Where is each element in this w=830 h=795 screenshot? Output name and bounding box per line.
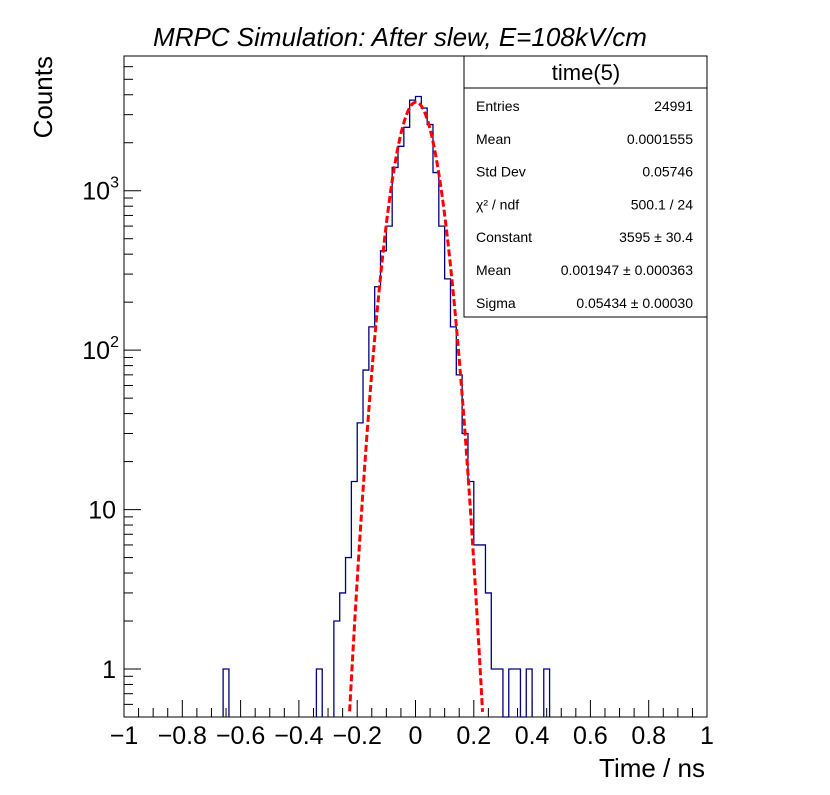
x-tick-label: 0.6 bbox=[573, 722, 608, 750]
y-axis-title: Counts bbox=[28, 56, 58, 138]
stats-box-frame bbox=[463, 55, 708, 318]
stats-box: time(5) Entries 24991 Mean 0.0001555 Std Dev… bbox=[463, 55, 708, 318]
stats-row-value: 0.001947 ± 0.000363 bbox=[561, 262, 693, 278]
stats-row-label: χ² / ndf bbox=[476, 196, 519, 212]
x-tick-label: −1 bbox=[110, 722, 139, 750]
x-tick-label: 0 bbox=[409, 722, 423, 750]
stats-box-title: time(5) bbox=[552, 60, 620, 85]
x-axis-title: Time / ns bbox=[599, 753, 705, 783]
x-tick-label: 0.8 bbox=[631, 722, 666, 750]
x-tick-label: −0.8 bbox=[158, 722, 207, 750]
x-tick-label: −0.6 bbox=[216, 722, 265, 750]
stats-row-value: 0.05434 ± 0.00030 bbox=[576, 295, 693, 311]
stats-row-label: Sigma bbox=[476, 295, 516, 311]
gaussian-fit-curve bbox=[348, 100, 485, 712]
stats-box-rows: Entries 24991 Mean 0.0001555 Std Dev 0.05746 χ… bbox=[476, 98, 693, 311]
y-tick-exponent: 2 bbox=[110, 334, 119, 351]
stats-row-value: 500.1 / 24 bbox=[631, 196, 693, 212]
stats-row-value: 24991 bbox=[654, 98, 693, 114]
histogram-series bbox=[222, 95, 551, 718]
x-tick-label: −0.4 bbox=[274, 722, 323, 750]
stats-row-value: 3595 ± 30.4 bbox=[619, 229, 693, 245]
stats-row-label: Entries bbox=[476, 98, 520, 114]
y-tick-label: 10 bbox=[82, 337, 110, 365]
chart-title: MRPC Simulation: After slew, E=108kV/cm bbox=[153, 22, 647, 52]
y-tick-label: 1 bbox=[102, 656, 116, 684]
x-tick-label: 1 bbox=[700, 722, 714, 750]
stats-row-label: Mean bbox=[476, 262, 511, 278]
x-axis-ticks: −1 −0.8 −0.6 −0.4 −0.2 0 0.2 0.4 0.6 0.8 1 bbox=[110, 700, 714, 750]
stats-row-label: Mean bbox=[476, 131, 511, 147]
stats-row-label: Constant bbox=[476, 229, 532, 245]
x-tick-label: 0.4 bbox=[515, 722, 550, 750]
stats-row-value: 0.0001555 bbox=[627, 131, 693, 147]
y-tick-label: 10 bbox=[82, 178, 110, 206]
y-tick-exponent: 3 bbox=[110, 175, 119, 192]
stats-row-value: 0.05746 bbox=[642, 164, 693, 180]
y-tick-label: 10 bbox=[88, 497, 116, 525]
x-tick-label: 0.2 bbox=[456, 722, 491, 750]
stats-row-label: Std Dev bbox=[476, 164, 526, 180]
x-tick-label: −0.2 bbox=[333, 722, 382, 750]
